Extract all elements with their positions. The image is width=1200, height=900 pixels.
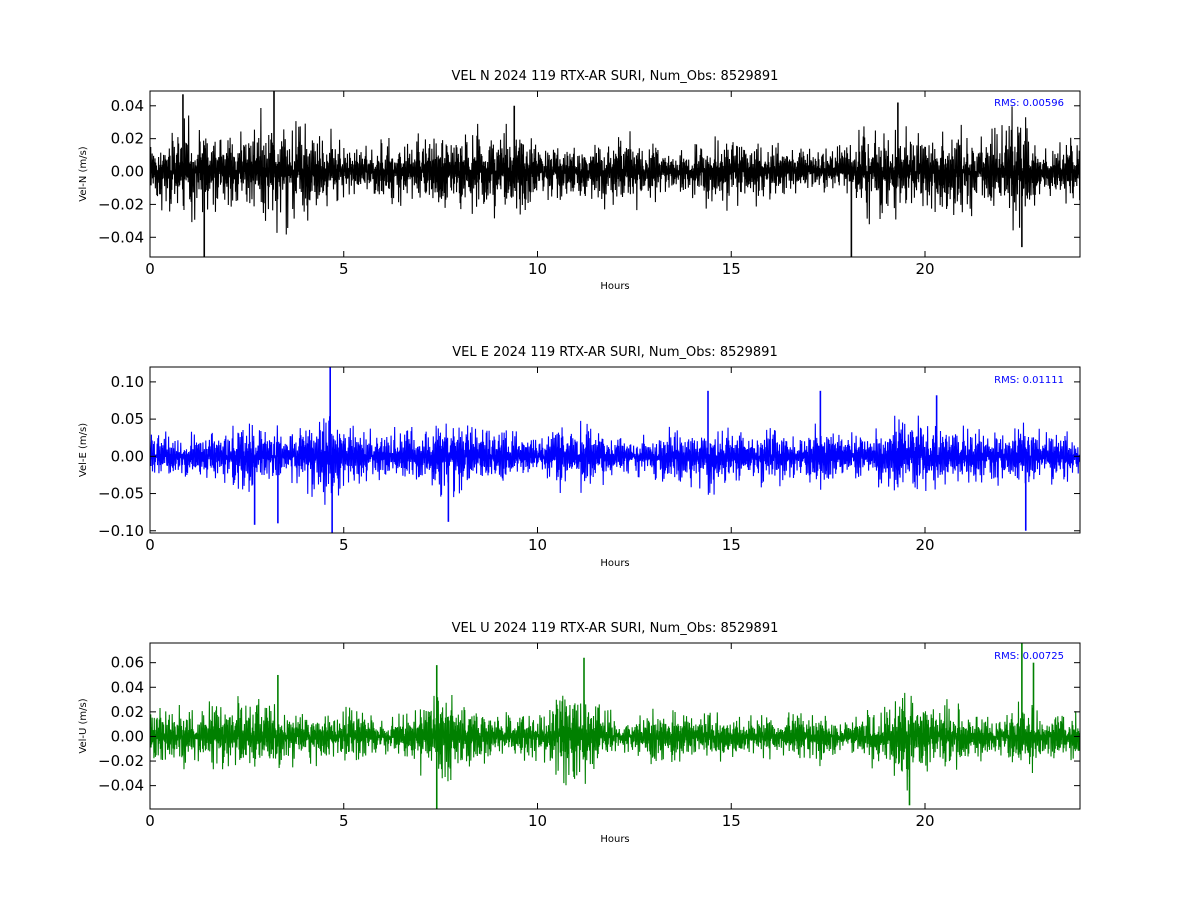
x-tick-label: 5 — [339, 260, 349, 278]
x-axis-label: Hours — [600, 834, 629, 845]
x-tick-label: 15 — [722, 536, 741, 554]
series-trace — [150, 415, 1080, 505]
y-tick-label: 0.02 — [111, 703, 144, 721]
series-trace — [150, 692, 1080, 791]
y-ticks: −0.10 −0.05 0.00 0.05 0.10 — [98, 373, 1080, 540]
x-tick-label: 5 — [339, 812, 349, 830]
y-tick-label: 0.10 — [111, 373, 144, 391]
x-tick-label: 10 — [528, 260, 547, 278]
x-tick-label: 5 — [339, 536, 349, 554]
y-ticks: −0.04 −0.02 0.00 0.02 0.04 0.06 — [98, 654, 1080, 795]
axes-frame — [149, 366, 1081, 534]
x-tick-label: 0 — [145, 260, 155, 278]
rms-annotation: RMS: 0.00725 — [994, 651, 1064, 662]
y-tick-label: 0.04 — [111, 678, 144, 696]
y-tick-label: −0.02 — [98, 752, 144, 770]
y-tick-label: 0.02 — [111, 130, 144, 148]
y-tick-label: 0.06 — [111, 654, 144, 672]
y-tick-label: 0.00 — [111, 727, 144, 745]
rms-annotation: RMS: 0.01111 — [994, 375, 1064, 386]
y-tick-label: −0.02 — [98, 195, 144, 213]
y-tick-label: 0.05 — [111, 410, 144, 428]
series-trace — [150, 106, 1080, 235]
y-tick-label: 0.04 — [111, 97, 144, 115]
panel-title: VEL U 2024 119 RTX-AR SURI, Num_Obs: 852… — [452, 621, 779, 636]
y-tick-label: −0.04 — [98, 777, 144, 795]
axes-frame — [149, 642, 1081, 810]
y-tick-label: −0.05 — [98, 485, 144, 503]
plot-area — [150, 91, 1080, 257]
rms-annotation: RMS: 0.00596 — [994, 98, 1064, 109]
y-tick-label: −0.04 — [98, 228, 144, 246]
x-tick-label: 10 — [528, 536, 547, 554]
y-axis-label: Vel-U (m/s) — [78, 698, 89, 753]
plot-area — [150, 367, 1080, 533]
axes-frame — [149, 90, 1081, 258]
y-tick-label: −0.10 — [98, 522, 144, 540]
x-tick-label: 20 — [915, 536, 934, 554]
y-axis-label: Vel-N (m/s) — [78, 146, 89, 201]
x-tick-label: 0 — [145, 536, 155, 554]
panel-vel-e: VEL E 2024 119 RTX-AR SURI, Num_Obs: 852… — [78, 345, 1081, 569]
x-tick-label: 15 — [722, 812, 741, 830]
y-ticks: −0.04 −0.02 0.00 0.02 0.04 — [98, 97, 1080, 246]
y-tick-label: 0.00 — [111, 447, 144, 465]
x-axis-label: Hours — [600, 558, 629, 569]
x-tick-label: 0 — [145, 812, 155, 830]
y-tick-label: 0.00 — [111, 163, 144, 181]
plot-area — [150, 643, 1080, 809]
x-tick-label: 10 — [528, 812, 547, 830]
x-ticks: 0 5 10 15 20 — [145, 367, 935, 554]
x-tick-label: 15 — [722, 260, 741, 278]
panel-vel-u: VEL U 2024 119 RTX-AR SURI, Num_Obs: 852… — [78, 621, 1081, 845]
x-tick-label: 20 — [915, 812, 934, 830]
panel-title: VEL E 2024 119 RTX-AR SURI, Num_Obs: 852… — [452, 345, 777, 360]
x-tick-label: 20 — [915, 260, 934, 278]
y-axis-label: Vel-E (m/s) — [78, 423, 89, 477]
panel-title: VEL N 2024 119 RTX-AR SURI, Num_Obs: 852… — [452, 69, 779, 84]
panel-vel-n: VEL N 2024 119 RTX-AR SURI, Num_Obs: 852… — [78, 69, 1081, 292]
x-axis-label: Hours — [600, 281, 629, 292]
x-ticks: 0 5 10 15 20 — [145, 91, 935, 278]
x-ticks: 0 5 10 15 20 — [145, 643, 935, 830]
